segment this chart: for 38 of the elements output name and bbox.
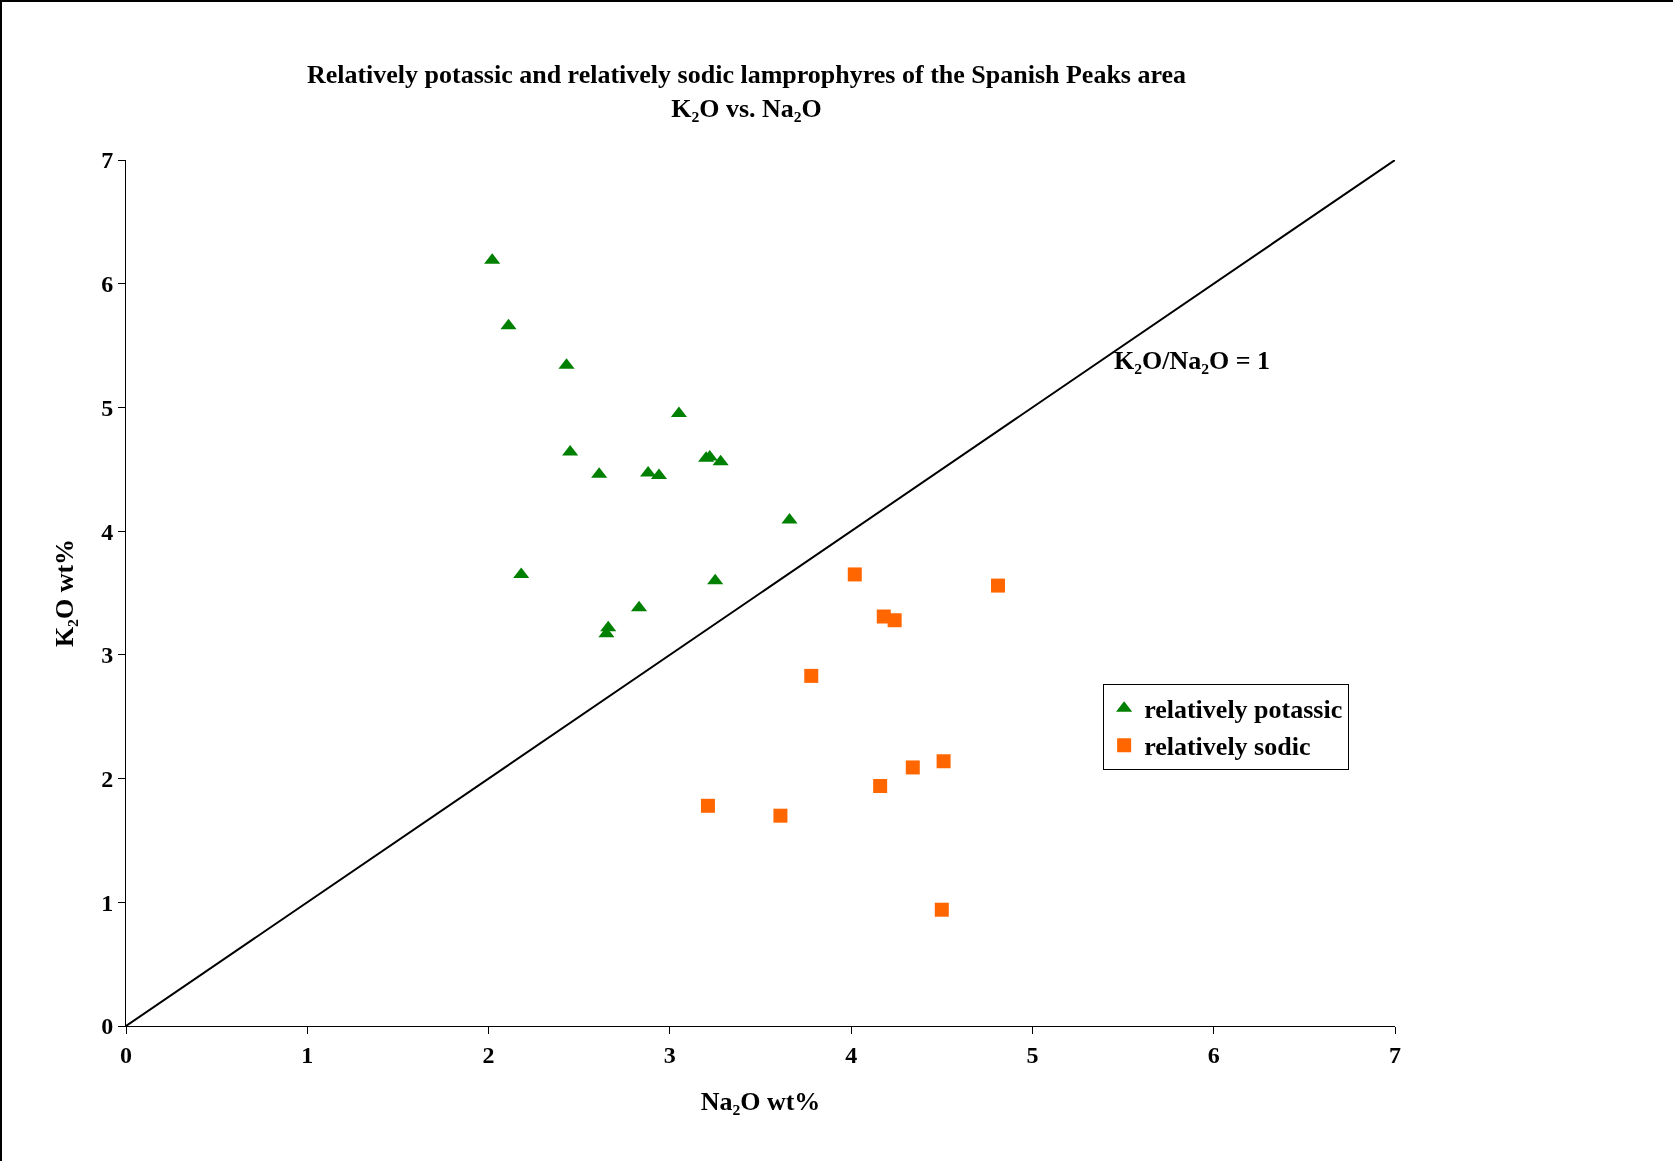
chart-title: Relatively potassic and relatively sodic lamprophyres of the Spanish Peaks area xyxy=(306,60,1187,90)
point xyxy=(804,668,819,683)
point xyxy=(990,578,1005,593)
x-tick-label: 5 xyxy=(1026,1041,1039,1068)
point xyxy=(712,454,729,466)
y-tick-label: 2 xyxy=(101,765,114,792)
x-tick-label: 6 xyxy=(1207,1041,1220,1068)
point xyxy=(773,808,788,823)
x-tick-label: 4 xyxy=(845,1041,858,1068)
annotation: K₂O/Na₂O = 1 xyxy=(1114,346,1271,375)
x-tick-label: 1 xyxy=(301,1041,314,1068)
point xyxy=(670,406,687,418)
legend-label: relatively sodic xyxy=(1144,732,1311,762)
y-tick-label: 7 xyxy=(101,147,114,174)
y-tick-label: 1 xyxy=(101,889,114,916)
point xyxy=(887,613,902,628)
point xyxy=(847,567,862,582)
y-tick-label: 0 xyxy=(101,1013,114,1040)
point xyxy=(700,798,715,813)
x-tick-label: 2 xyxy=(482,1041,495,1068)
y-tick-label: 6 xyxy=(101,271,114,298)
x-tick-label: 0 xyxy=(120,1041,132,1068)
point xyxy=(873,778,888,793)
chart-subtitle: K₂O vs. Na₂O xyxy=(671,94,822,124)
x-tick-label: 3 xyxy=(663,1041,676,1068)
y-axis-title: K₂O wt% xyxy=(49,538,79,648)
point xyxy=(562,444,579,456)
point xyxy=(707,573,724,585)
y-tick-label: 3 xyxy=(101,642,114,669)
x-tick-label: 7 xyxy=(1389,1041,1401,1068)
point xyxy=(936,754,951,769)
legend-label: relatively potassic xyxy=(1144,695,1343,725)
x-axis-title: Na₂O wt% xyxy=(700,1087,821,1117)
point xyxy=(934,902,949,917)
point xyxy=(905,760,920,775)
y-tick-label: 4 xyxy=(101,518,114,545)
point xyxy=(500,318,517,330)
y-tick-label: 5 xyxy=(101,394,114,421)
